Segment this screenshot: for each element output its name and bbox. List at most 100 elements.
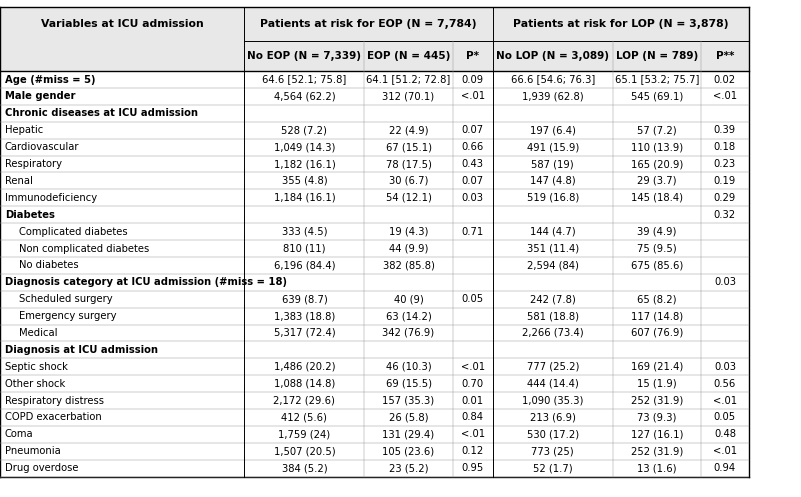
Text: 0.03: 0.03 [714, 362, 736, 372]
Bar [0, 325, 749, 341]
Text: 105 (23.6): 105 (23.6) [382, 446, 435, 456]
Text: 0.07: 0.07 [461, 125, 484, 135]
Text: 0.39: 0.39 [714, 125, 736, 135]
Text: Diagnosis at ICU admission: Diagnosis at ICU admission [5, 345, 158, 355]
Text: 39 (4.9): 39 (4.9) [637, 227, 677, 237]
Bar [0, 341, 749, 358]
Text: 1,184 (16.1): 1,184 (16.1) [274, 193, 335, 203]
Text: 30 (6.7): 30 (6.7) [388, 176, 429, 186]
Text: 0.23: 0.23 [714, 159, 736, 169]
Text: 545 (69.1): 545 (69.1) [630, 91, 683, 101]
Bar [0, 41, 749, 71]
Bar [0, 308, 749, 325]
Text: 69 (15.5): 69 (15.5) [385, 379, 432, 389]
Text: 165 (20.9): 165 (20.9) [630, 159, 683, 169]
Text: 64.1 [51.2; 72.8]: 64.1 [51.2; 72.8] [366, 75, 451, 84]
Text: P*: P* [466, 51, 479, 61]
Bar [0, 409, 749, 426]
Bar [0, 257, 749, 274]
Bar [0, 358, 749, 375]
Text: Age (#miss = 5): Age (#miss = 5) [5, 75, 95, 84]
Text: 131 (29.4): 131 (29.4) [382, 429, 435, 439]
Text: 1,088 (14.8): 1,088 (14.8) [274, 379, 335, 389]
Text: 169 (21.4): 169 (21.4) [630, 362, 683, 372]
Text: 412 (5.6): 412 (5.6) [281, 413, 328, 422]
Text: Septic shock: Septic shock [5, 362, 67, 372]
Text: 0.95: 0.95 [461, 463, 484, 473]
Bar [0, 71, 749, 88]
Text: 0.94: 0.94 [714, 463, 736, 473]
Text: 587 (19): 587 (19) [531, 159, 574, 169]
Text: No LOP (N = 3,089): No LOP (N = 3,089) [496, 51, 610, 61]
Text: 75 (9.5): 75 (9.5) [637, 244, 677, 253]
Text: No diabetes: No diabetes [19, 260, 78, 270]
Text: 0.03: 0.03 [461, 193, 484, 203]
Bar [0, 88, 749, 105]
Bar [0, 156, 749, 172]
Text: Medical: Medical [19, 328, 58, 338]
Text: Patients at risk for EOP (N = 7,784): Patients at risk for EOP (N = 7,784) [260, 19, 477, 29]
Bar [0, 122, 749, 139]
Text: 40 (9): 40 (9) [393, 294, 424, 304]
Text: 65.1 [53.2; 75.7]: 65.1 [53.2; 75.7] [614, 75, 699, 84]
Text: 333 (4.5): 333 (4.5) [282, 227, 327, 237]
Text: 0.07: 0.07 [461, 176, 484, 186]
Bar [0, 223, 749, 240]
Text: 67 (15.1): 67 (15.1) [385, 142, 432, 152]
Text: 52 (1.7): 52 (1.7) [533, 463, 573, 473]
Text: 65 (8.2): 65 (8.2) [637, 294, 677, 304]
Text: 127 (16.1): 127 (16.1) [630, 429, 683, 439]
Text: <.01: <.01 [713, 91, 737, 101]
Text: 0.29: 0.29 [714, 193, 736, 203]
Text: Immunodeficiency: Immunodeficiency [5, 193, 97, 203]
Bar [0, 426, 749, 443]
Text: <.01: <.01 [461, 91, 485, 101]
Text: Complicated diabetes: Complicated diabetes [19, 227, 128, 237]
Text: Male gender: Male gender [5, 91, 75, 101]
Text: 19 (4.3): 19 (4.3) [388, 227, 429, 237]
Text: 15 (1.9): 15 (1.9) [637, 379, 677, 389]
Text: 607 (76.9): 607 (76.9) [630, 328, 683, 338]
Text: LOP (N = 789): LOP (N = 789) [616, 51, 698, 61]
Text: EOP (N = 445): EOP (N = 445) [367, 51, 450, 61]
Text: 530 (17.2): 530 (17.2) [526, 429, 579, 439]
Text: 54 (12.1): 54 (12.1) [385, 193, 432, 203]
Bar [0, 291, 749, 308]
Text: 581 (18.8): 581 (18.8) [527, 311, 578, 321]
Text: 13 (1.6): 13 (1.6) [637, 463, 677, 473]
Text: 0.48: 0.48 [714, 429, 736, 439]
Text: 0.18: 0.18 [714, 142, 736, 152]
Text: 0.02: 0.02 [714, 75, 736, 84]
Text: 355 (4.8): 355 (4.8) [282, 176, 327, 186]
Text: Non complicated diabetes: Non complicated diabetes [19, 244, 150, 253]
Text: 2,172 (29.6): 2,172 (29.6) [273, 396, 336, 406]
Text: 773 (25): 773 (25) [531, 446, 574, 456]
Text: 777 (25.2): 777 (25.2) [526, 362, 579, 372]
Text: 1,507 (20.5): 1,507 (20.5) [274, 446, 335, 456]
Text: Cardiovascular: Cardiovascular [5, 142, 79, 152]
Text: Drug overdose: Drug overdose [5, 463, 78, 473]
Text: 2,266 (73.4): 2,266 (73.4) [522, 328, 583, 338]
Text: <.01: <.01 [713, 446, 737, 456]
Text: No EOP (N = 7,339): No EOP (N = 7,339) [248, 51, 361, 61]
Text: 810 (11): 810 (11) [283, 244, 326, 253]
Text: Diagnosis category at ICU admission (#miss = 18): Diagnosis category at ICU admission (#mi… [5, 277, 287, 287]
Text: 110 (13.9): 110 (13.9) [630, 142, 683, 152]
Text: 0.05: 0.05 [461, 294, 484, 304]
Text: 57 (7.2): 57 (7.2) [637, 125, 677, 135]
Text: 117 (14.8): 117 (14.8) [630, 311, 683, 321]
Text: Variables at ICU admission: Variables at ICU admission [41, 19, 203, 29]
Text: Scheduled surgery: Scheduled surgery [19, 294, 113, 304]
Text: 64.6 [52.1; 75.8]: 64.6 [52.1; 75.8] [262, 75, 347, 84]
Text: 213 (6.9): 213 (6.9) [529, 413, 576, 422]
Text: 26 (5.8): 26 (5.8) [388, 413, 429, 422]
Text: 46 (10.3): 46 (10.3) [386, 362, 431, 372]
Text: Respiratory distress: Respiratory distress [5, 396, 104, 406]
Text: 0.32: 0.32 [714, 210, 736, 220]
Text: 0.01: 0.01 [461, 396, 484, 406]
Text: Emergency surgery: Emergency surgery [19, 311, 117, 321]
Bar [0, 375, 749, 392]
Text: 157 (35.3): 157 (35.3) [382, 396, 435, 406]
Text: 5,317 (72.4): 5,317 (72.4) [274, 328, 335, 338]
Text: Other shock: Other shock [5, 379, 65, 389]
